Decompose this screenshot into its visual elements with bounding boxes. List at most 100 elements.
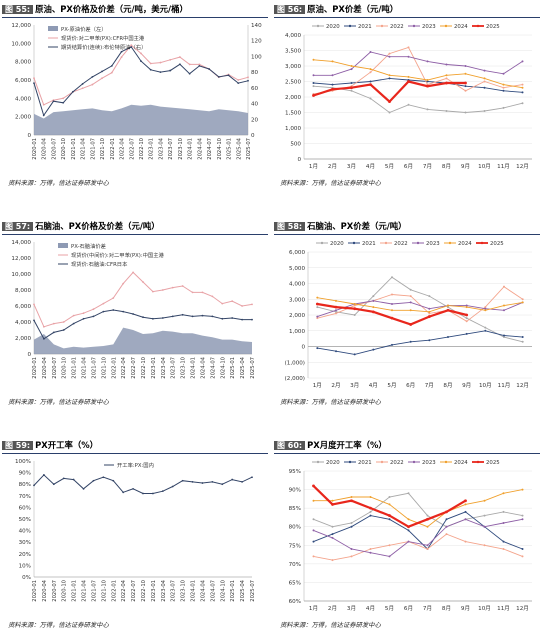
y-tick-label: 6,000 (289, 250, 305, 256)
x-tick-label: 2024-10 (217, 138, 223, 160)
data-point (62, 329, 65, 331)
data-point (388, 111, 391, 114)
y-tick-label: 3,500 (285, 49, 301, 55)
data-point (331, 503, 334, 506)
data-point (120, 56, 123, 58)
x-tick-label: 2022-07 (131, 580, 137, 602)
x-tick-label: 2023-04 (161, 579, 167, 601)
data-point (388, 544, 391, 547)
x-tick-label: 2020-01 (32, 580, 38, 602)
data-point (132, 271, 134, 274)
data-point (502, 492, 505, 495)
data-point (353, 302, 356, 305)
y-tick-label: 6,000 (15, 304, 31, 310)
legend-label: 2020 (326, 24, 340, 30)
x-tick-label: 10月 (479, 382, 492, 389)
data-point (159, 71, 162, 74)
data-point (464, 510, 467, 513)
x-tick-label: 2024-01 (188, 138, 194, 160)
x-tick-label: 4月 (366, 605, 375, 612)
data-point (388, 514, 391, 517)
x-tick-label: 9月 (461, 605, 470, 612)
x-tick-label: 2023-10 (178, 138, 184, 160)
x-tick-label: 2020-10 (62, 357, 68, 379)
y-tick-label: 100% (15, 459, 31, 465)
x-tick-label: 2021-10 (101, 580, 107, 602)
data-point (521, 514, 524, 517)
x-tick-label: 2023-10 (181, 357, 187, 379)
data-point (502, 540, 505, 543)
data-point (391, 343, 393, 346)
data-point (201, 291, 204, 294)
data-point (201, 314, 204, 317)
series-line (33, 46, 249, 117)
data-point (503, 334, 505, 337)
data-point (407, 55, 410, 58)
data-point (81, 87, 84, 90)
legend-label: 开工率:PX:国内 (117, 461, 154, 469)
y-tick-label: 4,000 (15, 96, 31, 102)
data-point (217, 75, 220, 78)
chart-56: 0 500 1,000 1,500 2,000 2,500 3,000 3,500 4,000 1… (285, 24, 532, 170)
data-point (502, 72, 505, 75)
x-tick-label: 2021-07 (91, 580, 97, 602)
data-point (33, 484, 35, 487)
figure-title-text: 石脑油、PX价格及价差（元/吨） (35, 221, 160, 231)
y-tick-label: 70% (289, 562, 301, 568)
data-point (409, 301, 412, 304)
y-tick-label: 90% (289, 488, 301, 494)
data-point (312, 518, 315, 521)
data-point (152, 290, 154, 293)
data-point (409, 340, 412, 343)
data-point (72, 322, 75, 325)
x-tick-label: 9月 (461, 163, 470, 170)
y-tick-label: 90% (19, 471, 31, 477)
data-point (388, 496, 391, 498)
data-point (503, 309, 505, 312)
x-tick-label: 2025-07 (250, 357, 256, 379)
x-tick-label: 2024-04 (200, 579, 206, 601)
x-tick-label: 2021-01 (71, 138, 77, 160)
data-point (142, 492, 144, 495)
data-point (72, 478, 75, 481)
chart-60: 60% 65% 70% 75% 80% 85% 90% 95% 1月 2月 3月 4月 5月 6月 7月 8月… (289, 460, 532, 612)
data-point (369, 68, 372, 71)
data-point (312, 58, 315, 61)
data-point (426, 84, 429, 88)
data-point (241, 305, 243, 307)
data-point (503, 336, 505, 339)
legend-label: 2022 (394, 241, 408, 247)
data-point (521, 518, 524, 521)
x-tick-label: 2023-07 (168, 138, 174, 160)
data-point (159, 61, 162, 64)
data-point (142, 316, 144, 319)
x-tick-label: 2023-01 (151, 580, 157, 602)
data-point (334, 305, 338, 309)
data-point (445, 81, 448, 85)
data-point (191, 480, 194, 483)
x-tick-label: 12月 (516, 163, 529, 170)
x-tick-label: 2024-10 (220, 580, 226, 602)
data-point (484, 306, 487, 309)
data-point (312, 94, 315, 97)
data-point (483, 86, 486, 89)
y-tick-label: 40% (19, 529, 31, 535)
data-point (521, 298, 524, 301)
y-tick-label: 0 (27, 352, 31, 358)
y-tick-label: 12,000 (11, 23, 31, 29)
data-point (227, 74, 230, 77)
data-point (503, 304, 505, 307)
legend-label: 2023 (422, 460, 436, 466)
chart-58: (2,000) (1,000) 0 1,000 2,000 3,000 4,000 5,000… (285, 241, 532, 389)
data-point (82, 487, 85, 490)
data-point (428, 339, 431, 342)
legend-swatch (48, 26, 58, 31)
data-point (484, 329, 487, 332)
data-point (445, 525, 448, 528)
series-line (317, 286, 523, 322)
y-tick-label: 0 (297, 157, 301, 163)
y-tick-label: 3,000 (285, 64, 301, 70)
legend-label: PX-石脑油价差 (71, 242, 106, 250)
series-area (34, 327, 252, 354)
data-point (312, 529, 315, 532)
